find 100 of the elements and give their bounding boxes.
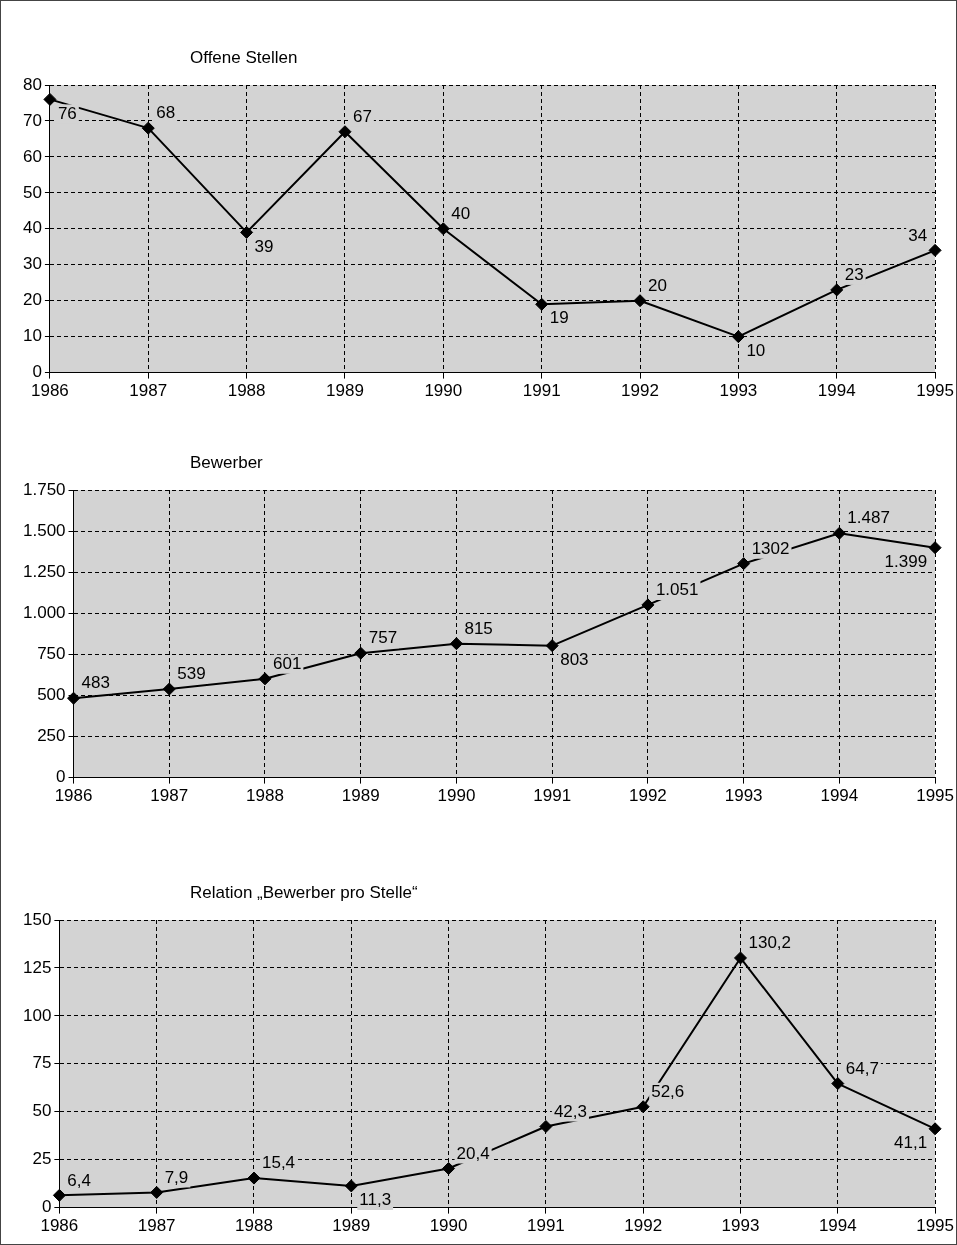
x-tick-label: 1990 — [437, 786, 476, 806]
data-label: 815 — [464, 618, 493, 638]
point — [633, 294, 647, 308]
x-tick-label: 1991 — [526, 1216, 565, 1236]
y-tick-label: 500 — [37, 685, 66, 705]
data-label: 76 — [57, 103, 77, 123]
data-label: 10 — [746, 340, 766, 360]
point — [344, 1179, 358, 1193]
x-tick-label: 1987 — [129, 381, 168, 401]
point — [436, 222, 450, 236]
x-tick-label: 1992 — [624, 1216, 663, 1236]
point — [258, 672, 272, 686]
data-label: 42,3 — [553, 1101, 587, 1121]
x-tick-label: 1988 — [235, 1216, 273, 1236]
data-label: 19 — [549, 308, 569, 328]
point — [733, 951, 747, 965]
x-tick-label: 1992 — [628, 786, 667, 806]
data-label: 20,4 — [456, 1143, 490, 1163]
x-tick-label: 1988 — [246, 786, 284, 806]
point — [67, 691, 81, 705]
x-tick-label: 1986 — [40, 1216, 79, 1236]
point — [338, 125, 352, 139]
y-tick-label: 60 — [22, 146, 42, 166]
y-tick-label: 150 — [22, 909, 52, 929]
y-tick-label: 250 — [37, 726, 66, 746]
y-tick-label: 20 — [22, 290, 42, 310]
data-label: 6,4 — [67, 1170, 91, 1190]
x-tick-label: 1994 — [817, 381, 856, 401]
point — [737, 557, 751, 571]
point — [641, 598, 655, 612]
data-label: 601 — [273, 654, 302, 674]
x-tick-label: 1991 — [533, 786, 572, 806]
x-tick-label: 1993 — [719, 381, 758, 401]
chart-title: Relation „Bewerber pro Stelle“ — [190, 883, 419, 902]
data-label: 539 — [177, 664, 206, 684]
x-tick-label: 1987 — [150, 786, 189, 806]
x-tick-label: 1995 — [916, 381, 954, 401]
point — [928, 541, 942, 555]
data-label: 1302 — [751, 538, 790, 558]
point — [52, 1188, 66, 1202]
y-tick-label: 0 — [32, 362, 42, 382]
y-tick-label: 750 — [37, 644, 66, 664]
point — [928, 243, 942, 257]
x-tick-label: 1989 — [332, 1216, 371, 1236]
data-label: 41,1 — [894, 1132, 928, 1152]
data-label: 483 — [81, 673, 110, 693]
data-label: 64,7 — [845, 1058, 879, 1078]
point — [832, 526, 846, 540]
data-label: 130,2 — [748, 933, 792, 953]
x-tick-label: 1995 — [916, 786, 954, 806]
y-tick-label: 0 — [56, 767, 66, 787]
data-label: 757 — [368, 628, 398, 648]
point — [240, 225, 254, 239]
data-label: 1.399 — [884, 551, 928, 571]
point — [830, 283, 844, 297]
point — [150, 1185, 164, 1199]
point — [831, 1077, 845, 1091]
x-tick-label: 1986 — [31, 381, 69, 401]
y-tick-label: 1.750 — [22, 479, 66, 499]
point — [43, 92, 57, 106]
y-tick-label: 80 — [22, 74, 42, 94]
x-tick-label: 1994 — [820, 786, 859, 806]
data-label: 68 — [156, 103, 176, 123]
data-label: 39 — [254, 236, 274, 256]
x-tick-label: 1993 — [721, 1216, 760, 1236]
x-tick-label: 1989 — [341, 786, 380, 806]
y-tick-label: 25 — [32, 1149, 52, 1169]
data-label: 15,4 — [261, 1153, 296, 1173]
y-tick-label: 10 — [22, 326, 42, 346]
y-tick-label: 50 — [32, 1101, 52, 1121]
x-tick-label: 1987 — [137, 1216, 176, 1236]
point — [636, 1100, 650, 1114]
data-label: 67 — [352, 106, 372, 126]
y-tick-label: 75 — [32, 1053, 52, 1073]
x-tick-label: 1991 — [522, 381, 561, 401]
point — [141, 121, 155, 135]
data-label: 40 — [451, 203, 471, 223]
point — [247, 1171, 261, 1185]
x-tick-label: 1992 — [621, 381, 659, 401]
data-label: 11,3 — [359, 1190, 392, 1210]
x-tick-label: 1993 — [724, 786, 763, 806]
data-label: 34 — [908, 225, 928, 245]
y-tick-label: 50 — [22, 182, 42, 202]
y-tick-label: 70 — [22, 110, 42, 130]
data-label: 23 — [844, 265, 864, 285]
x-tick-label: 1990 — [424, 381, 463, 401]
chart-title: Offene Stellen — [190, 48, 298, 67]
chart-title: Bewerber — [190, 453, 264, 472]
x-tick-label: 1995 — [916, 1216, 954, 1236]
point — [442, 1161, 456, 1175]
y-tick-label: 0 — [41, 1197, 52, 1217]
data-label: 803 — [560, 649, 589, 669]
y-tick-label: 1.250 — [22, 561, 66, 581]
point — [928, 1122, 942, 1136]
point — [162, 682, 176, 696]
point — [539, 1120, 553, 1133]
y-tick-label: 100 — [22, 1005, 52, 1025]
x-tick-label: 1994 — [818, 1216, 857, 1236]
point — [545, 639, 559, 653]
point — [731, 330, 745, 344]
